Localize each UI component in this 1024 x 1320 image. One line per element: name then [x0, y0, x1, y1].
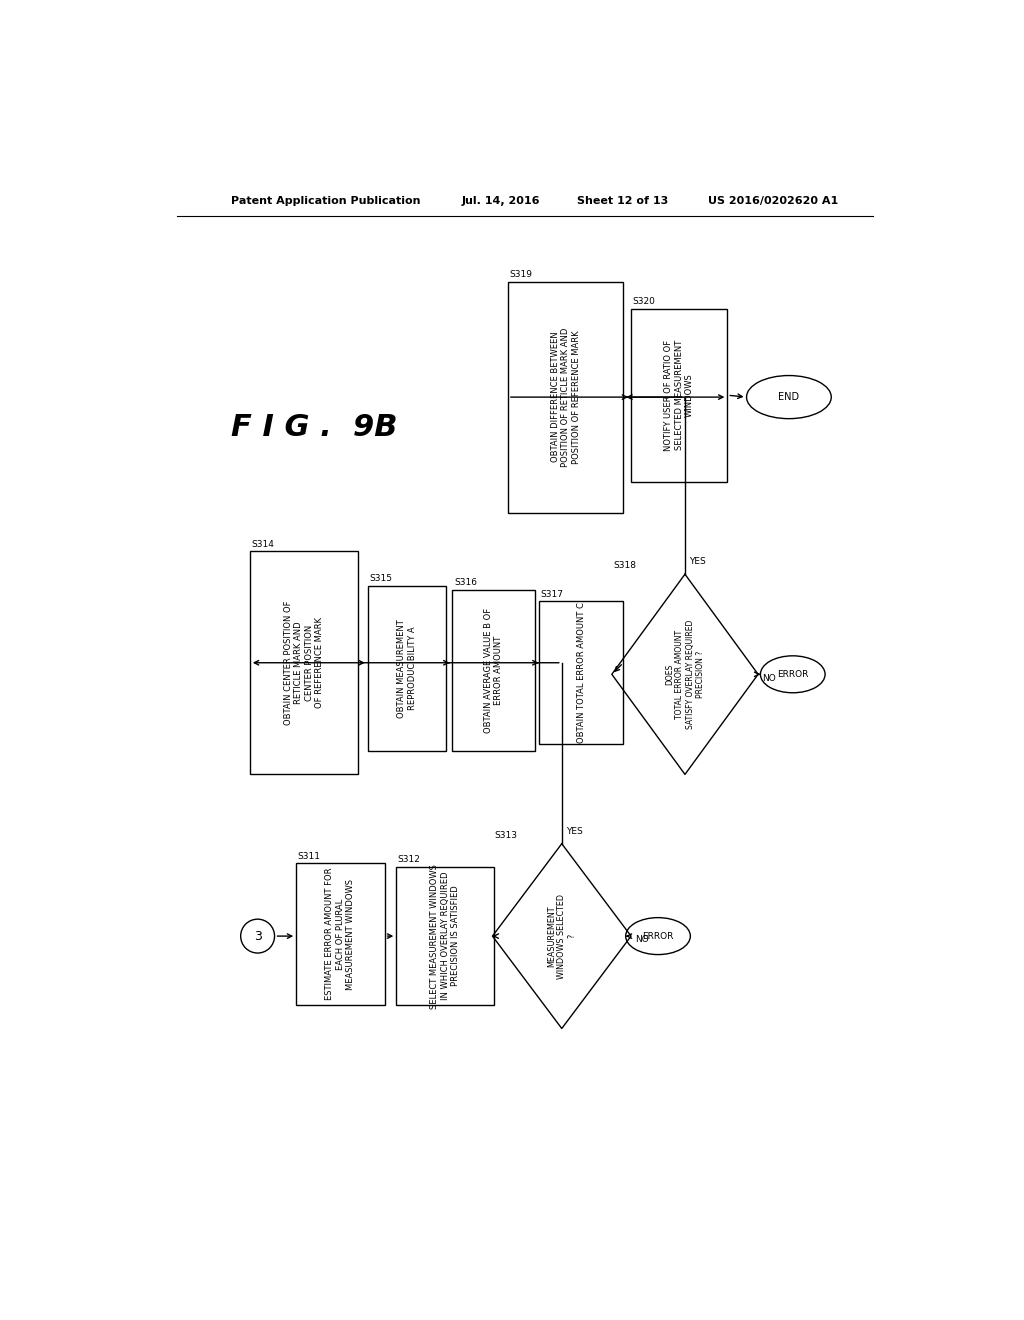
Text: Sheet 12 of 13: Sheet 12 of 13	[578, 195, 669, 206]
Bar	[508, 281, 624, 512]
Text: ESTIMATE ERROR AMOUNT FOR
EACH OF PLURAL
MEASUREMENT WINDOWS: ESTIMATE ERROR AMOUNT FOR EACH OF PLURAL…	[326, 869, 355, 1001]
Text: US 2016/0202620 A1: US 2016/0202620 A1	[708, 195, 839, 206]
Text: S317: S317	[541, 590, 563, 599]
Circle shape	[241, 919, 274, 953]
Bar	[368, 586, 446, 751]
Text: F I G .  9B: F I G . 9B	[230, 413, 397, 442]
Text: DOES
TOTAL ERROR AMOUNT
SATISFY OVERLAY REQUIRED
PRECISION ?: DOES TOTAL ERROR AMOUNT SATISFY OVERLAY …	[665, 619, 706, 729]
Text: S312: S312	[397, 855, 421, 865]
Text: ERROR: ERROR	[642, 932, 674, 941]
Ellipse shape	[626, 917, 690, 954]
Text: OBTAIN CENTER POSITION OF
RETICLE MARK AND
CENTER POSITION
OF REFERENCE MARK: OBTAIN CENTER POSITION OF RETICLE MARK A…	[284, 601, 324, 725]
Text: SELECT MEASUREMENT WINDOWS
IN WHICH OVERLAY REQUIRED
PRECISION IS SATISFIED: SELECT MEASUREMENT WINDOWS IN WHICH OVER…	[430, 863, 460, 1008]
Text: MEASUREMENT
WINDOWS SELECTED
?: MEASUREMENT WINDOWS SELECTED ?	[547, 894, 577, 978]
Text: S319: S319	[509, 271, 532, 280]
Text: END: END	[778, 392, 800, 403]
Bar	[296, 863, 385, 1006]
Bar	[453, 590, 535, 751]
Text: NO: NO	[635, 936, 648, 944]
Text: OBTAIN AVERAGE VALUE B OF
ERROR AMOUNT: OBTAIN AVERAGE VALUE B OF ERROR AMOUNT	[484, 609, 504, 733]
Text: S318: S318	[613, 561, 636, 570]
Text: 3: 3	[254, 929, 261, 942]
Text: OBTAIN MEASUREMENT
REPRODUCIBILITY A: OBTAIN MEASUREMENT REPRODUCIBILITY A	[397, 619, 417, 718]
Bar	[631, 309, 727, 482]
Text: Jul. 14, 2016: Jul. 14, 2016	[462, 195, 541, 206]
Text: Patent Application Publication: Patent Application Publication	[230, 195, 420, 206]
Ellipse shape	[761, 656, 825, 693]
Bar	[396, 867, 494, 1006]
Ellipse shape	[746, 376, 831, 418]
Text: ERROR: ERROR	[777, 669, 808, 678]
Text: OBTAIN DIFFERENCE BETWEEN
POSITION OF RETICLE MARK AND
POSITION OF REFERENCE MAR: OBTAIN DIFFERENCE BETWEEN POSITION OF RE…	[551, 327, 581, 467]
Text: OBTAIN TOTAL ERROR AMOUNT C: OBTAIN TOTAL ERROR AMOUNT C	[577, 602, 586, 743]
Text: S315: S315	[370, 574, 392, 583]
Bar	[250, 552, 357, 775]
Text: S313: S313	[494, 830, 517, 840]
Text: YES: YES	[565, 828, 583, 836]
Text: S320: S320	[633, 297, 655, 306]
Text: YES: YES	[689, 557, 706, 566]
Text: NO: NO	[762, 673, 776, 682]
Text: NOTIFY USER OF RATIO OF
SELECTED MEASUREMENT
WINDOWS: NOTIFY USER OF RATIO OF SELECTED MEASURE…	[665, 339, 694, 450]
Text: S314: S314	[252, 540, 274, 549]
Text: S316: S316	[454, 578, 477, 587]
Text: S311: S311	[298, 851, 321, 861]
Bar	[539, 601, 624, 743]
